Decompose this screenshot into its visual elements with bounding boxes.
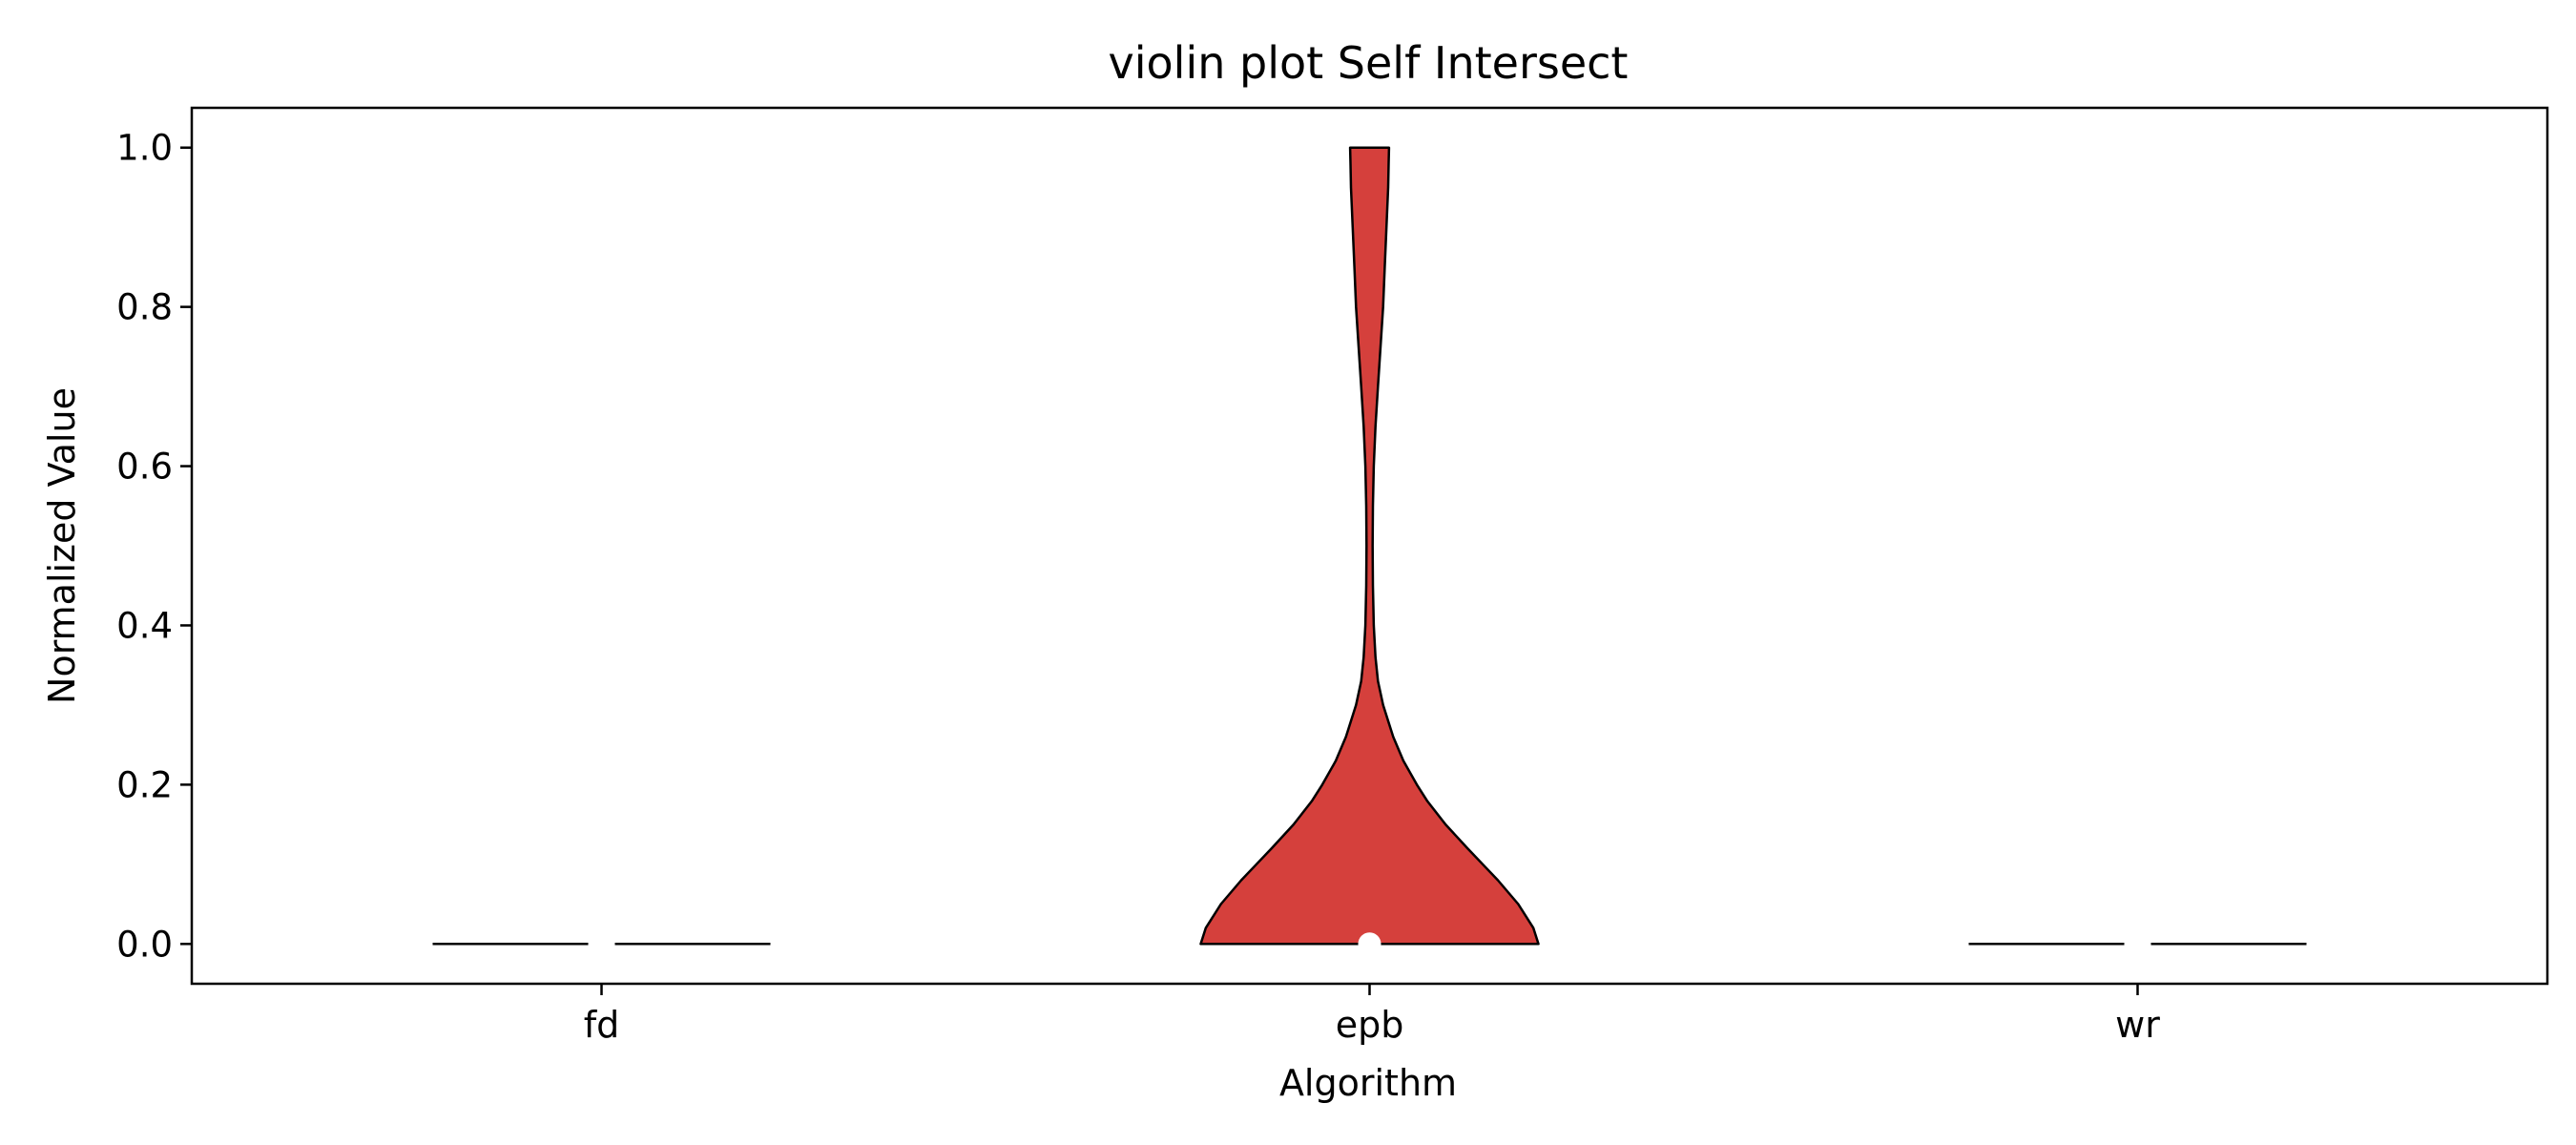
y-axis-ticks: 0.0 0.2 0.4 0.6 0.8 1.0	[116, 128, 192, 965]
violin-epb	[1199, 146, 1540, 956]
plot-area-frame	[190, 106, 2549, 986]
x-tick-label: epb	[1336, 1004, 1404, 1046]
x-tick-label: wr	[2115, 1004, 2160, 1046]
x-axis-label: Algorithm	[1279, 1062, 1457, 1104]
x-axis-ticks: fd epb wr	[584, 984, 2160, 1046]
median-point	[590, 932, 613, 956]
median-point	[1358, 932, 1381, 956]
chart-title: violin plot Self Intersect	[1109, 37, 1629, 89]
violin-layer	[432, 146, 2307, 956]
y-tick-label: 0.4	[116, 605, 173, 646]
y-tick-label: 0.6	[116, 447, 173, 488]
y-tick-label: 1.0	[116, 128, 173, 169]
violin-body	[1199, 146, 1540, 946]
violin-fd	[432, 932, 771, 956]
x-tick-label: fd	[584, 1004, 620, 1046]
y-axis-label: Normalized Value	[41, 387, 83, 704]
y-tick-label: 0.2	[116, 764, 173, 805]
y-tick-label: 0.8	[116, 287, 173, 328]
violin-wr	[1968, 932, 2307, 956]
y-tick-label: 0.0	[116, 924, 173, 965]
median-point	[2126, 932, 2150, 956]
